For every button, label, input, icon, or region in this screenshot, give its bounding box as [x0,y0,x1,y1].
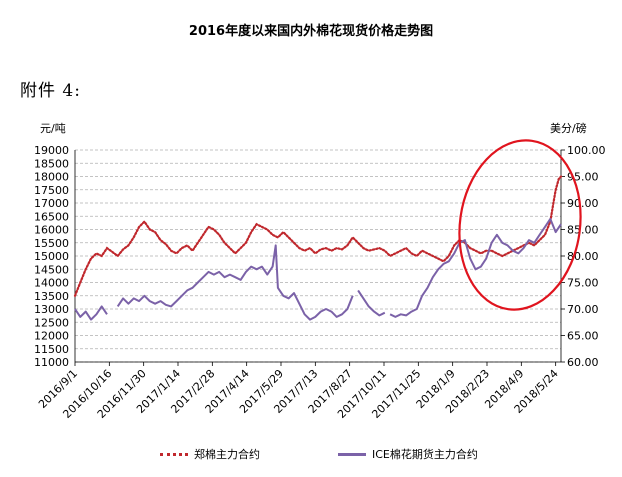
y-right-tick-label: 65.00 [567,330,599,343]
y-right-tick-label: 100.00 [567,144,606,157]
y-left-tick-label: 14500 [34,263,69,276]
y-left-tick-label: 11000 [34,356,69,369]
highlight-ellipse [458,139,582,311]
series-ice-line [389,217,562,318]
y-left-tick-label: 17000 [34,197,69,210]
series-zhengmian-line [73,175,563,297]
y-left-tick-label: 18000 [34,171,69,184]
y-left-tick-label: 19000 [34,144,69,157]
y-right-tick-label: 75.00 [567,277,599,290]
right-axis-unit: 美分/磅 [550,122,587,135]
y-left-tick-label: 13000 [34,303,69,316]
y-left-tick-label: 15000 [34,250,69,263]
legend-label-zhengmian: 郑棉主力合约 [194,448,260,461]
y-left-tick-label: 14000 [34,277,69,290]
y-left-tick-label: 11500 [34,343,69,356]
legend-item-zhengmian: 郑棉主力合约 [160,446,260,462]
left-axis-unit: 元/吨 [40,122,66,135]
y-left-tick-label: 17500 [34,184,69,197]
legend-item-ice: ICE棉花期货主力合约 [338,446,478,462]
y-right-tick-label: 90.00 [567,197,599,210]
y-right-tick-label: 85.00 [567,224,599,237]
chart-title: 2016年度以来国内外棉花现货价格走势图 [188,24,434,39]
y-right-tick-label: 70.00 [567,303,599,316]
y-left-tick-label: 13500 [34,290,69,303]
y-left-tick-label: 16000 [34,224,69,237]
y-left-tick-label: 15500 [34,237,69,250]
series-ice-line [357,289,386,317]
y-left-tick-label: 18500 [34,157,69,170]
series-ice-line [74,305,108,321]
annex-label: 附件 4: [20,81,81,101]
y-left-tick-label: 16500 [34,210,69,223]
legend-label-ice: ICE棉花期货主力合约 [372,448,478,461]
y-left-tick-label: 12000 [34,330,69,343]
series-ice-line [116,244,354,321]
legend-swatch-solid [338,452,366,456]
legend-swatch-dotted [160,452,188,456]
y-right-tick-label: 60.00 [567,356,599,369]
y-left-tick-label: 12500 [34,316,69,329]
